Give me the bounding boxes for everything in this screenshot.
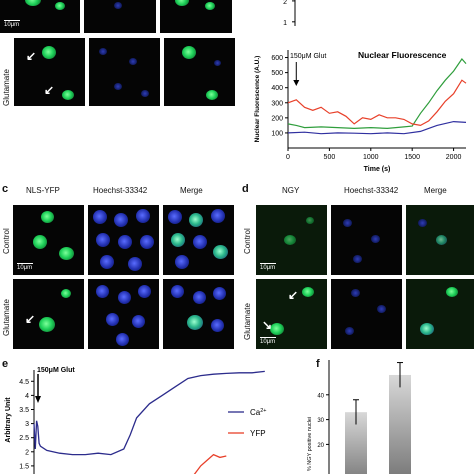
x-axis-label: Time (s) [364,166,391,173]
panel-d-row-control: Control [243,228,252,254]
y-tick-label: 100 [271,130,283,137]
y-tick-label: 2.5 [19,435,29,442]
legend-label-0: Ca2+ [250,408,267,417]
x-tick-label: 500 [324,154,336,161]
y-tick-label: 3 [25,421,29,428]
top-image-glutamate-1: ↙ ↙ [14,38,85,106]
y-tick-label: 300 [271,100,283,107]
y-tick-label: 4.5 [19,379,29,386]
panel-f-chart: 20 30 40 % NGY positive nuclei [307,360,411,474]
y-tick-label: 20 [317,443,324,449]
y-tick-label: 30 [317,418,324,424]
bar-1 [389,374,411,474]
scale-bar: 10μm [4,22,20,28]
legend-superscript: 2+ [260,408,266,414]
legend-label-1: YFP [250,429,266,438]
annotation-arrowhead [35,396,41,403]
x-tick-label: 1000 [363,154,379,161]
panel-d-glutamate-ngy: ↙ ↘ 10μm [256,279,327,349]
panel-c-glutamate-yfp: ↙ [13,279,84,349]
panel-d-control-ngy: 10μm [256,205,327,275]
top-image-glutamate-2 [89,38,160,106]
y-axis-label: % NGY positive nuclei [307,417,313,471]
top-image-glutamate-3 [164,38,235,106]
panel-d-header-3: Merge [424,186,447,195]
row-label-glutamate-a: Glutamate [2,69,11,106]
top-image-control-1: 10μm [0,0,80,33]
annotation-glut: 150μM Glut [290,53,326,60]
tick-label: 1 [283,20,287,27]
panel-d-letter: d [242,183,249,195]
panel-c-control-yfp: 10μm [13,205,84,275]
panel-d-glutamate-merge [406,279,474,349]
top-image-control-3 [160,0,232,33]
y-axis-label: Arbitrary Unit [5,397,12,443]
y-tick-label: 2 [25,449,29,456]
series-line-1 [193,453,227,474]
series-line-0 [287,58,467,130]
panel-d-glutamate-hoechst [331,279,402,349]
panel-e-letter: e [2,358,9,370]
x-tick-label: 1500 [404,154,420,161]
y-tick-label: 400 [271,85,283,92]
y-axis-label: Nuclear Fluorescence (A.U.) [254,56,261,143]
panel-c-letter: c [2,183,9,195]
panel-b-top-chart: 12 [283,0,296,27]
panel-d-control-hoechst [331,205,402,275]
chart-title: Nuclear Fluorescence [358,50,447,60]
series-line-2 [287,120,467,135]
y-tick-label: 40 [317,393,324,399]
top-image-control-2 [84,0,156,33]
panel-c-control-merge [163,205,234,275]
bar-0 [345,412,367,474]
panel-c-row-glutamate: Glutamate [2,299,11,336]
y-tick-label: 3.5 [19,407,29,414]
annotation-arrowhead [293,80,300,86]
panel-d-control-merge [406,205,474,275]
y-tick-label: 600 [271,55,283,62]
panel-c-header-1: NLS-YFP [26,186,60,195]
panel-e-chart: 1.5 2 2.5 3 3.5 4 4.5 Arbitrary Unit 150μM Glut C… [5,367,267,474]
panel-d-header-2: Hoechst-33342 [344,186,399,195]
panel-b-nuclear-fluorescence-chart: 100 200 300 400 500 600 0 500 1000 1500 2000 Time (… [254,50,467,173]
annotation-glut: 150μM Glut [37,367,75,374]
y-tick-label: 4 [25,393,29,400]
panel-d-row-glutamate: Glutamate [243,303,252,340]
panel-c-header-2: Hoechst-33342 [93,186,148,195]
panel-f-letter: f [316,358,320,370]
panel-c-row-control: Control [2,228,11,254]
panel-d-header-1: NGY [282,186,300,195]
y-tick-label: 200 [271,115,283,122]
y-tick-label: 1.5 [19,463,29,470]
panel-c-glutamate-hoechst [88,279,159,349]
panel-c-glutamate-merge [163,279,234,349]
x-tick-label: 0 [286,154,290,161]
x-tick-label: 2000 [446,154,462,161]
panel-c-header-3: Merge [180,186,203,195]
panel-c-control-hoechst [88,205,159,275]
y-tick-label: 500 [271,70,283,77]
series-line-0 [33,370,265,456]
series-line-1 [287,79,467,127]
tick-label: 2 [283,0,287,6]
